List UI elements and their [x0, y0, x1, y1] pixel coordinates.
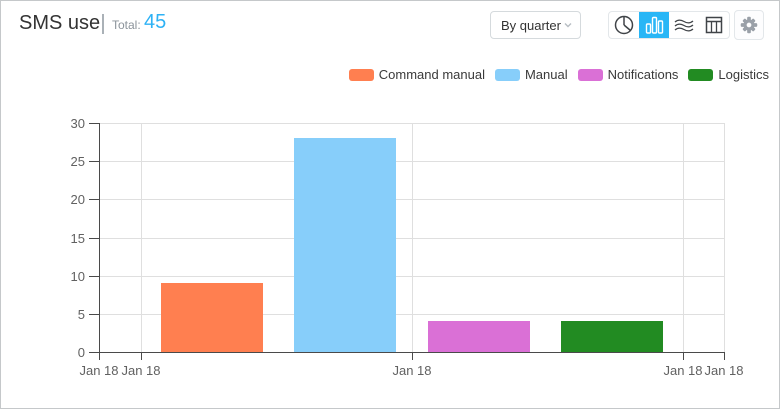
x-axis-line: [99, 352, 725, 353]
y-axis-label: 30: [70, 116, 85, 131]
y-axis-label: 5: [77, 306, 85, 322]
x-axis-tick: [99, 353, 100, 360]
y-axis-label: 10: [70, 268, 85, 284]
x-axis-label: Jan 18: [121, 363, 161, 378]
y-axis-label: 0: [77, 345, 85, 360]
y-axis-label: 25: [70, 154, 85, 170]
gear-icon: [738, 14, 760, 36]
gridline-horizontal: [99, 199, 724, 201]
gridline-horizontal: [99, 161, 724, 163]
y-axis-tick: [89, 275, 99, 277]
legend-swatch: [494, 68, 520, 81]
gridline-horizontal: [99, 313, 724, 315]
stream-chart-icon: [672, 13, 696, 37]
legend-item: Manual: [494, 67, 568, 82]
period-select[interactable]: By quarter: [490, 11, 581, 39]
x-axis-tick: [141, 353, 142, 360]
legend-label: Command manual: [378, 67, 485, 82]
legend-swatch: [688, 68, 714, 81]
legend-item: Notifications: [577, 67, 679, 82]
x-axis-tick: [724, 353, 725, 360]
gridline-horizontal: [99, 275, 724, 277]
x-axis-tick: [683, 353, 684, 360]
settings-button[interactable]: [734, 10, 764, 40]
y-axis-tick: [89, 313, 99, 315]
legend-label: Manual: [524, 67, 568, 82]
bar-chart-icon: [642, 13, 666, 37]
legend-item: Logistics: [688, 67, 769, 82]
y-axis-label: 20: [70, 192, 85, 208]
bar-logistics[interactable]: [561, 321, 663, 352]
x-axis-label: Jan 18: [79, 363, 119, 378]
bar-manual[interactable]: [294, 138, 396, 352]
x-axis-label: Jan 18: [392, 363, 432, 378]
period-select-value: By quarter: [501, 17, 561, 33]
gridline-vertical: [724, 123, 725, 352]
table-view-button[interactable]: [699, 12, 729, 38]
legend-label: Notifications: [607, 67, 679, 82]
gridline-vertical: [683, 123, 684, 352]
gridline-horizontal: [99, 237, 724, 239]
pie-chart-icon: [612, 13, 636, 37]
legend-label: Logistics: [718, 67, 769, 82]
bar-notifications[interactable]: [427, 321, 530, 352]
y-axis-tick: [89, 161, 99, 163]
y-axis-tick: [89, 123, 99, 124]
legend-item: Command manual: [348, 67, 485, 82]
total-value: 45: [144, 11, 167, 33]
legend-swatch: [577, 68, 603, 81]
x-axis-label: Jan 18: [704, 363, 744, 378]
stream-chart-button[interactable]: [669, 12, 699, 38]
chart-type-switcher: [608, 11, 730, 39]
bar-command-manual[interactable]: [161, 283, 263, 352]
y-axis-label: 15: [70, 230, 85, 246]
x-axis-label: Jan 18: [663, 363, 703, 378]
y-axis-tick: [89, 237, 99, 239]
gridline-vertical: [412, 123, 413, 352]
chevron-down-icon: [563, 20, 573, 30]
legend-swatch: [348, 68, 374, 81]
total-label: Total:: [112, 18, 141, 32]
bar-chart-button[interactable]: [639, 12, 669, 38]
gridline-horizontal: [99, 123, 724, 124]
table-view-icon: [702, 13, 726, 37]
pie-chart-button[interactable]: [609, 12, 639, 38]
title-divider: [102, 14, 104, 34]
x-axis-tick: [412, 353, 413, 360]
y-axis-line: [99, 123, 100, 352]
page-title: SMS use: [19, 12, 101, 34]
legend: Command manual Manual Notifications Logisti…: [348, 67, 769, 82]
y-axis-tick: [89, 352, 99, 353]
gridline-vertical: [141, 123, 142, 352]
y-axis-tick: [89, 199, 99, 201]
